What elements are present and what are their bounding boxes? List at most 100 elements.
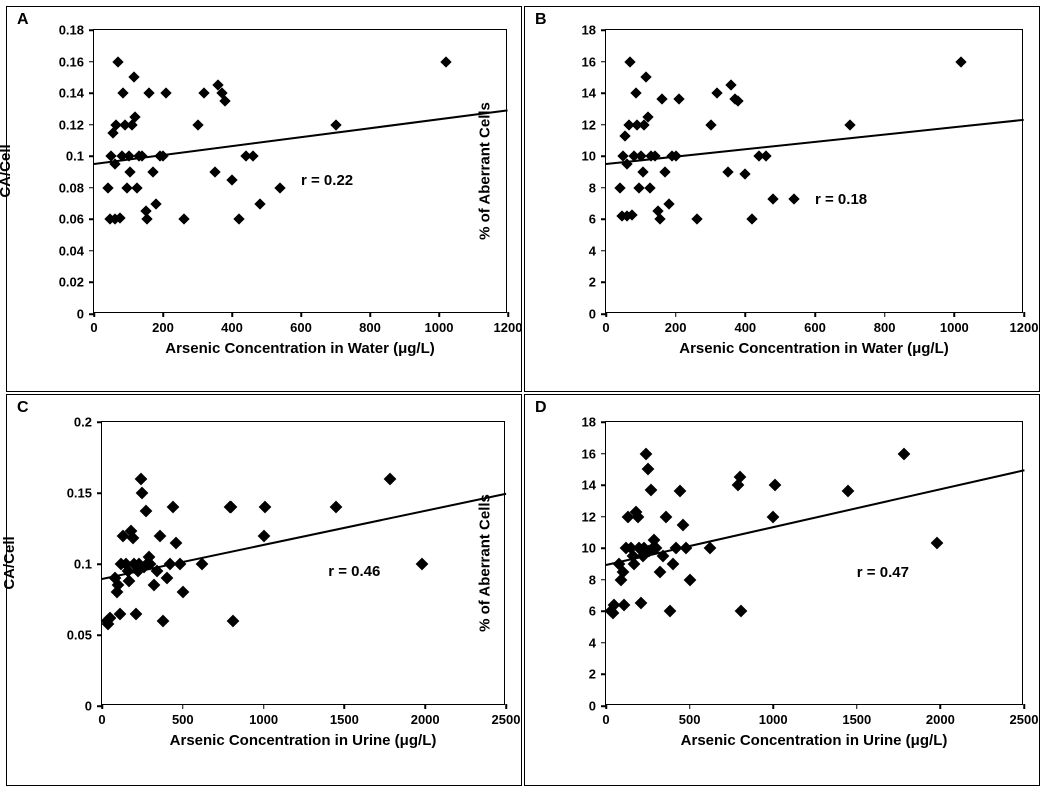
panel-label-D: D bbox=[535, 399, 547, 417]
x-tick-label: 400 bbox=[221, 312, 243, 335]
data-point bbox=[956, 56, 967, 67]
data-point bbox=[147, 166, 158, 177]
x-tick-label: 2000 bbox=[926, 704, 955, 727]
x-tick-label: 200 bbox=[665, 312, 687, 335]
x-tick-label: 1000 bbox=[759, 704, 788, 727]
data-point bbox=[330, 501, 343, 514]
data-point bbox=[663, 198, 674, 209]
data-point bbox=[150, 198, 161, 209]
y-tick-label: 0.18 bbox=[59, 23, 94, 38]
x-tick-label: 500 bbox=[172, 704, 194, 727]
data-point bbox=[931, 537, 944, 550]
data-point bbox=[125, 166, 136, 177]
data-point bbox=[157, 614, 170, 627]
data-point bbox=[767, 510, 780, 523]
data-point bbox=[653, 566, 666, 579]
data-point bbox=[768, 193, 779, 204]
panel-label-B: B bbox=[535, 11, 547, 29]
data-point bbox=[673, 94, 684, 105]
y-tick-label: 18 bbox=[582, 415, 606, 430]
data-point bbox=[640, 447, 653, 460]
data-point bbox=[897, 447, 910, 460]
x-tick-label: 2000 bbox=[411, 704, 440, 727]
data-point bbox=[640, 72, 651, 83]
data-point bbox=[788, 193, 799, 204]
data-point bbox=[660, 166, 671, 177]
y-tick-label: 16 bbox=[582, 54, 606, 69]
x-tick-label: 0 bbox=[602, 312, 609, 335]
data-point bbox=[136, 487, 149, 500]
data-point bbox=[747, 214, 758, 225]
x-tick-label: 600 bbox=[290, 312, 312, 335]
data-point bbox=[663, 605, 676, 618]
data-point bbox=[233, 214, 244, 225]
x-tick-label: 1500 bbox=[842, 704, 871, 727]
x-tick-label: 600 bbox=[804, 312, 826, 335]
data-point bbox=[167, 501, 180, 514]
data-point bbox=[703, 542, 716, 555]
data-point bbox=[139, 505, 152, 518]
x-tick-label: 2500 bbox=[1010, 704, 1039, 727]
y-label-C: CA/Cell bbox=[1, 536, 18, 589]
x-tick-label: 0 bbox=[98, 704, 105, 727]
panel-D: D % of Aberrant Cells Arsenic Concentrat… bbox=[524, 394, 1040, 786]
plot-area-A: CA/Cell Arsenic Concentration in Water (… bbox=[93, 29, 507, 313]
y-tick-label: 4 bbox=[589, 243, 606, 258]
y-tick-label: 16 bbox=[582, 446, 606, 461]
x-tick-label: 200 bbox=[152, 312, 174, 335]
plot-area-B: % of Aberrant Cells Arsenic Concentratio… bbox=[605, 29, 1023, 313]
data-point bbox=[440, 56, 451, 67]
x-tick-label: 0 bbox=[90, 312, 97, 335]
data-point bbox=[722, 166, 733, 177]
data-point bbox=[192, 119, 203, 130]
r-annotation-C: r = 0.46 bbox=[328, 563, 380, 580]
data-point bbox=[844, 119, 855, 130]
y-tick-label: 0.06 bbox=[59, 212, 94, 227]
data-point bbox=[102, 182, 113, 193]
y-tick-label: 2 bbox=[589, 667, 606, 682]
y-tick-label: 0.16 bbox=[59, 54, 94, 69]
y-tick-label: 0.05 bbox=[67, 628, 102, 643]
y-tick-label: 8 bbox=[589, 180, 606, 195]
data-point bbox=[383, 472, 396, 485]
x-tick-label: 0 bbox=[602, 704, 609, 727]
data-point bbox=[257, 529, 270, 542]
data-point bbox=[614, 182, 625, 193]
y-tick-label: 10 bbox=[582, 541, 606, 556]
y-tick-label: 0.08 bbox=[59, 180, 94, 195]
y-tick-label: 14 bbox=[582, 478, 606, 493]
y-tick-label: 12 bbox=[582, 117, 606, 132]
data-point bbox=[330, 119, 341, 130]
data-point bbox=[740, 168, 751, 179]
data-point bbox=[209, 166, 220, 177]
plot-area-C: CA/Cell Arsenic Concentration in Urine (… bbox=[101, 421, 505, 705]
data-point bbox=[226, 174, 237, 185]
data-point bbox=[645, 483, 658, 496]
y-tick-label: 2 bbox=[589, 275, 606, 290]
data-point bbox=[123, 575, 136, 588]
y-label-D: % of Aberrant Cells bbox=[477, 494, 494, 632]
data-point bbox=[227, 614, 240, 627]
y-tick-label: 0.04 bbox=[59, 243, 94, 258]
y-tick-label: 0.12 bbox=[59, 117, 94, 132]
data-point bbox=[128, 72, 139, 83]
x-tick-label: 1000 bbox=[249, 704, 278, 727]
x-tick-label: 1000 bbox=[940, 312, 969, 335]
x-tick-label: 1000 bbox=[425, 312, 454, 335]
y-tick-label: 10 bbox=[582, 149, 606, 164]
y-tick-label: 0.02 bbox=[59, 275, 94, 290]
x-tick-label: 1500 bbox=[330, 704, 359, 727]
data-point bbox=[842, 485, 855, 498]
data-point bbox=[633, 182, 644, 193]
panel-C: C CA/Cell Arsenic Concentration in Urine… bbox=[6, 394, 522, 786]
y-tick-label: 0.15 bbox=[67, 486, 102, 501]
data-point bbox=[147, 579, 160, 592]
data-point bbox=[673, 485, 686, 498]
data-point bbox=[667, 558, 680, 571]
data-point bbox=[144, 87, 155, 98]
scatter-figure-2x2: A CA/Cell Arsenic Concentration in Water… bbox=[0, 0, 1050, 794]
r-annotation-A: r = 0.22 bbox=[301, 172, 353, 189]
data-point bbox=[275, 182, 286, 193]
data-point bbox=[619, 130, 630, 141]
data-point bbox=[161, 87, 172, 98]
